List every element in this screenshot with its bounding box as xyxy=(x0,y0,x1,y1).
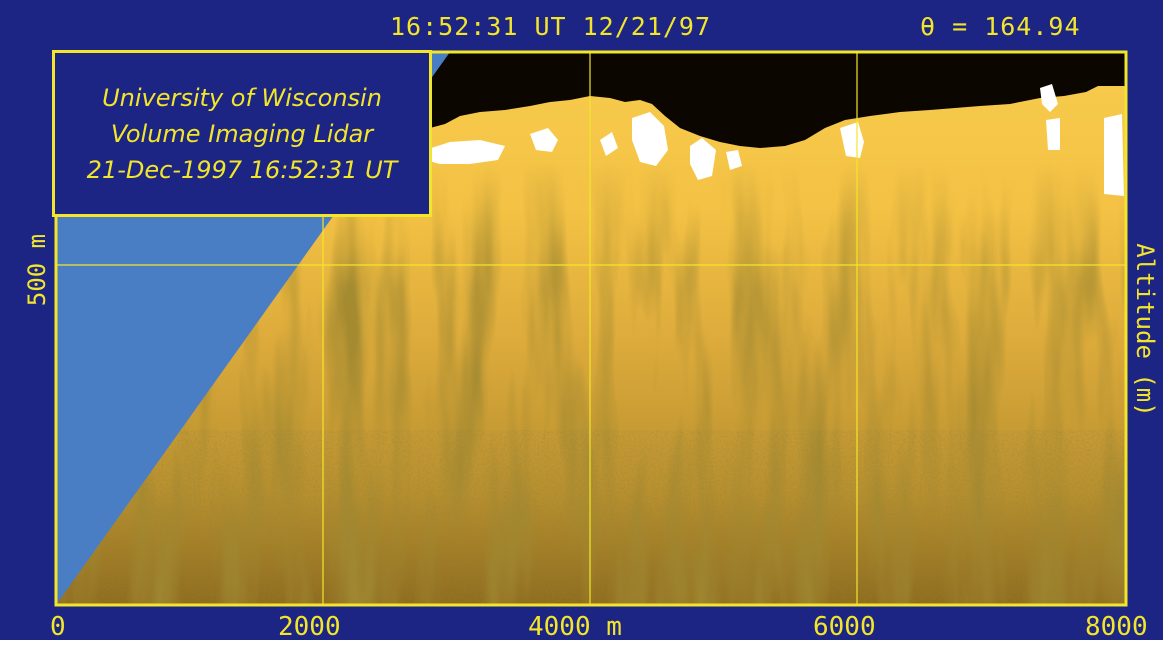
info-line-institution: University of Wisconsin xyxy=(102,83,382,112)
x-tick-0: 0 xyxy=(50,612,66,642)
scan-angle-label: θ = 164.94 xyxy=(920,12,1081,41)
y-tick-500: 500 xyxy=(23,262,51,307)
y-axis-label-right: Altitude (m) xyxy=(1131,243,1159,417)
x-tick-4000: 4000 m xyxy=(528,612,622,642)
x-tick-6000: 6000 xyxy=(813,612,876,642)
saturated-cloud-patches xyxy=(425,84,1124,196)
info-line-datetime: 21-Dec-1997 16:52:31 UT xyxy=(86,155,398,184)
lidar-grain xyxy=(56,430,1126,605)
info-line-instrument: Volume Imaging Lidar xyxy=(110,119,374,148)
x-tick-8000: 8000 xyxy=(1085,612,1148,642)
timestamp-label: 16:52:31 UT 12/21/97 xyxy=(390,12,712,41)
plot-border xyxy=(54,50,1128,607)
y-axis-tick-label: 500 m xyxy=(23,234,51,306)
y-axis-unit: m xyxy=(23,233,51,249)
x-tick-2000: 2000 xyxy=(278,612,341,642)
instrument-info-box: University of Wisconsin Volume Imaging L… xyxy=(52,50,432,217)
